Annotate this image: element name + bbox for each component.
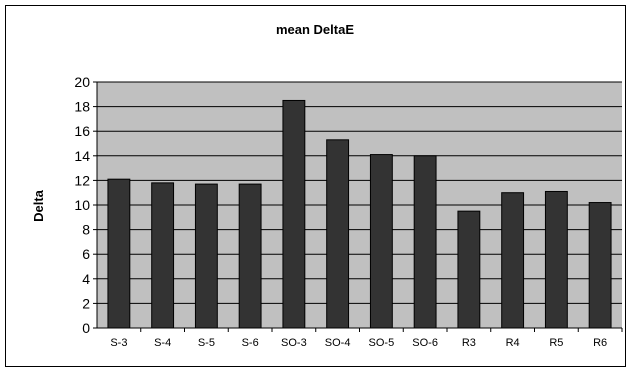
bar bbox=[238, 183, 262, 329]
x-tick-label: S-5 bbox=[198, 337, 215, 349]
x-tick-label: R4 bbox=[506, 337, 520, 349]
y-tick-label: 18 bbox=[74, 99, 90, 115]
x-tick-label: SO-6 bbox=[412, 337, 438, 349]
x-tick-label: R5 bbox=[549, 337, 563, 349]
x-tick-label: SO-3 bbox=[281, 337, 307, 349]
bar bbox=[457, 210, 481, 329]
bar bbox=[413, 155, 437, 329]
y-tick-label: 4 bbox=[82, 271, 90, 287]
y-tick-label: 12 bbox=[74, 172, 90, 188]
y-tick-label: 6 bbox=[82, 246, 90, 262]
y-tick-label: 8 bbox=[82, 222, 90, 238]
bar bbox=[544, 190, 568, 329]
bar bbox=[151, 182, 175, 329]
y-tick-label: 16 bbox=[74, 123, 90, 139]
x-tick-label: S-6 bbox=[242, 337, 259, 349]
bar bbox=[369, 154, 393, 329]
bar bbox=[194, 183, 218, 329]
x-tick-label: R6 bbox=[593, 337, 607, 349]
plot-area: 0 2 4 6 8 10 12 14 16 18 20 S-3 S-4 S-5 S-6 SO-3 SO-4 SO-… bbox=[74, 74, 623, 349]
bar bbox=[501, 192, 525, 329]
bar bbox=[588, 202, 612, 329]
x-tick-label: S-4 bbox=[154, 337, 171, 349]
bar bbox=[326, 139, 350, 329]
y-tick-label: 10 bbox=[74, 197, 90, 213]
x-tick-label: S-3 bbox=[110, 337, 127, 349]
x-tick-label: SO-5 bbox=[369, 337, 395, 349]
x-tick-label: R3 bbox=[462, 337, 476, 349]
bar bbox=[107, 178, 131, 329]
x-tick-label: SO-4 bbox=[325, 337, 351, 349]
bar bbox=[282, 99, 306, 329]
y-axis-label: Delta bbox=[31, 189, 46, 222]
y-tick-label: 2 bbox=[82, 295, 90, 311]
chart-title: mean DeltaE bbox=[276, 22, 354, 37]
y-tick-label: 20 bbox=[74, 74, 90, 90]
y-tick-label: 0 bbox=[82, 320, 90, 336]
y-tick-label: 14 bbox=[74, 148, 90, 164]
